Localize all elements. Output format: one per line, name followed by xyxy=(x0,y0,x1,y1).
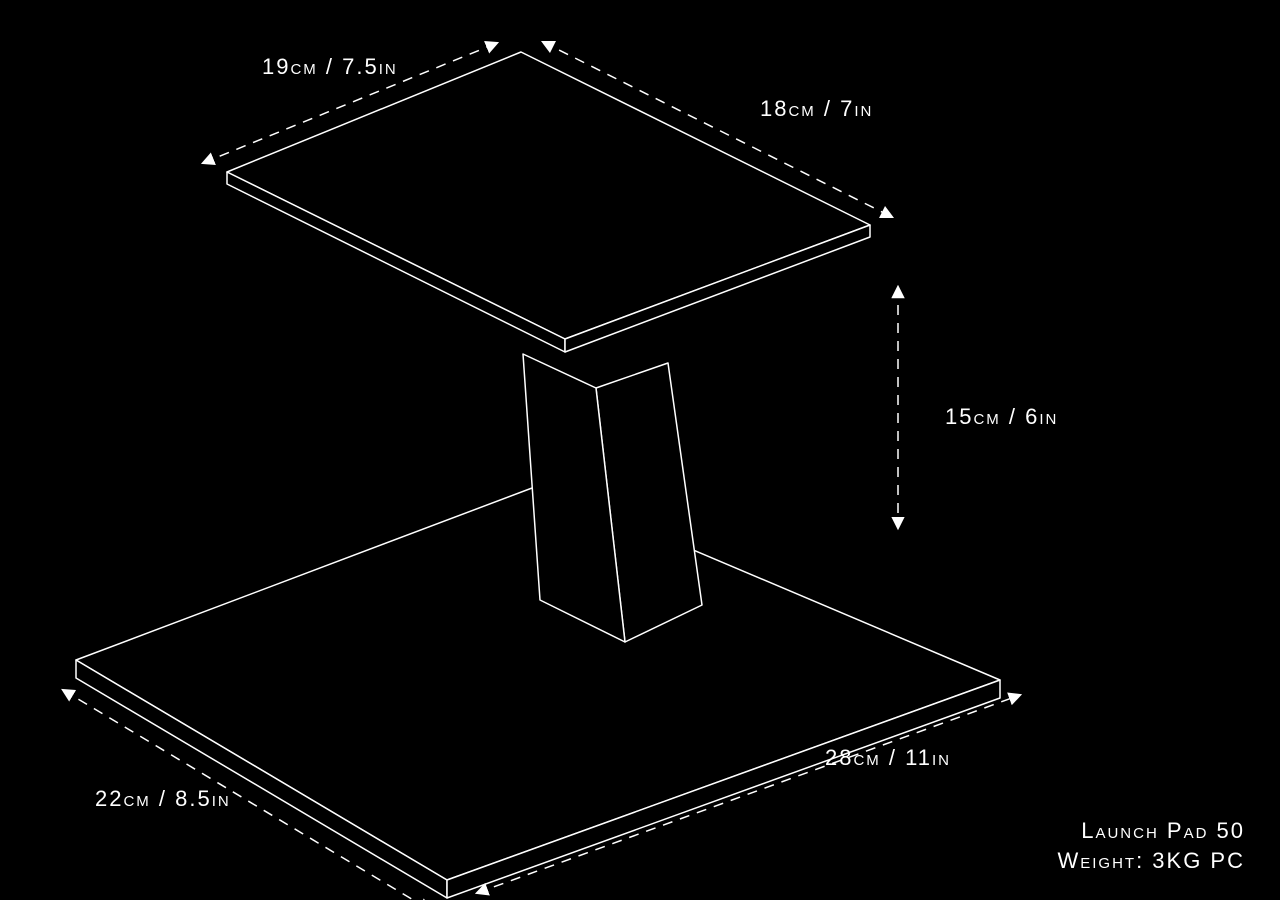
label-height: 15cm / 6in xyxy=(945,404,1058,429)
dimension-diagram: 19cm / 7.5in 18cm / 7in 15cm / 6in 28cm … xyxy=(0,0,1280,900)
object-wireframe xyxy=(76,52,1000,898)
label-top-width: 19cm / 7.5in xyxy=(262,54,398,79)
product-name: Launch Pad 50 xyxy=(1081,818,1245,843)
label-base-width: 22cm / 8.5in xyxy=(95,786,231,811)
product-weight: Weight: 3KG PC xyxy=(1057,848,1245,873)
label-base-depth: 28cm / 11in xyxy=(825,745,951,770)
label-top-depth: 18cm / 7in xyxy=(760,96,873,121)
